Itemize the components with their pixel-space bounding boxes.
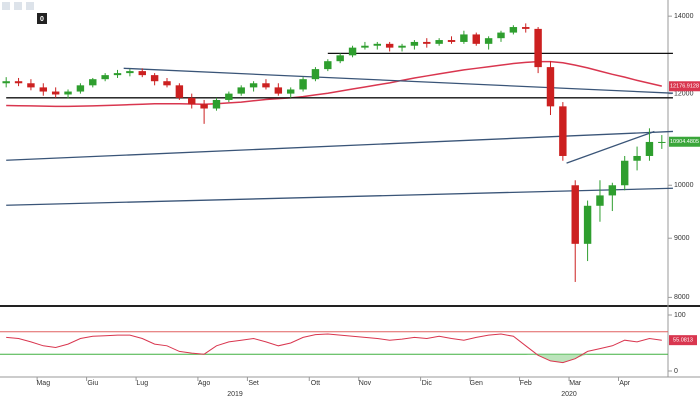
price-label: 12176.9128 [670,84,699,90]
candle-body [460,34,468,42]
candle-body [373,43,382,46]
candle-body [658,141,666,143]
price-label: 10904.4805 [670,139,699,145]
candle-body [163,81,171,86]
candle-body [237,87,245,94]
candle-body [435,40,443,44]
candle-body [398,45,406,48]
candle-body [225,93,233,100]
osc-label: 55.0813 [673,338,693,344]
candle-body [64,91,72,95]
price-label-box [669,81,700,92]
candle-body [608,185,617,196]
candle-body [559,106,567,156]
candle-body [175,85,184,98]
badge [37,13,47,24]
candle-body [361,45,369,48]
candle-body [583,205,592,244]
candle-body [76,85,85,92]
candle-body [571,185,579,244]
candle-body [101,75,109,80]
y-tick-label: 9000 [674,235,690,242]
trendline [566,130,655,164]
candle-body [200,104,208,109]
candle-body [497,32,505,39]
x-tick-label: Gen [470,380,483,387]
candle-body [348,47,357,56]
candle-body [633,155,641,161]
candle-body [126,71,134,74]
tool-icon[interactable] [26,2,34,10]
trendline [123,67,673,94]
oscillator-line [6,333,662,364]
moving-average [6,60,662,108]
y-tick-label: 14000 [674,13,694,20]
tool-icon[interactable] [14,2,22,10]
candle-body [509,27,518,33]
candle-body [39,87,48,92]
x-tick-label: Lug [136,380,148,387]
candle-body [385,43,394,48]
year-label: 2020 [561,391,577,398]
candle-body [299,79,307,90]
candle-body [27,83,35,88]
candle-body [534,28,542,68]
price-label-box [669,136,700,147]
x-tick-label: Set [248,380,259,387]
year-label: 2019 [227,391,243,398]
x-tick-label: Ago [198,380,211,387]
candle-body [150,75,159,82]
trendline [6,187,673,206]
candle-body [51,91,60,95]
candle-body [274,87,283,94]
candle-body [138,71,146,76]
y-tick-label: 8000 [674,294,690,301]
candle-body [645,141,654,156]
candle-body [472,34,480,44]
x-tick-label: Nov [359,380,372,387]
badge-text: 0 [40,16,44,23]
candle-body [113,73,122,76]
candle-body [212,99,221,109]
candle-body [262,83,270,88]
x-tick-label: Giu [87,380,98,387]
y-tick-label: 12000 [674,90,694,97]
x-tick-label: Mar [569,380,582,387]
candle-body [14,81,23,84]
candle-body [546,67,555,107]
candle-body [89,79,97,86]
candle-body [324,61,332,70]
candle-body [410,41,419,46]
candle-body [522,27,530,29]
candle-body [596,195,604,206]
x-tick-label: Ott [311,380,320,387]
osc-y-tick-label: 100 [674,312,686,319]
x-tick-label: Apr [619,380,631,387]
candle-body [620,160,629,186]
osc-y-tick-label: 0 [674,368,678,375]
x-tick-label: Feb [520,380,532,387]
x-tick-label: Dic [422,380,433,387]
y-tick-label: 10000 [674,182,694,189]
candle-body [336,55,344,62]
x-tick-label: Mag [36,380,50,387]
candle-body [311,69,320,80]
candle-body [188,97,196,105]
osc-label-box [669,335,697,346]
candle-body [484,38,493,44]
candle-body [423,41,431,44]
candle-body [2,81,10,84]
candle-body [249,83,258,88]
candle-body [447,40,456,42]
candle-body [286,89,295,94]
tool-icon[interactable] [2,2,10,10]
